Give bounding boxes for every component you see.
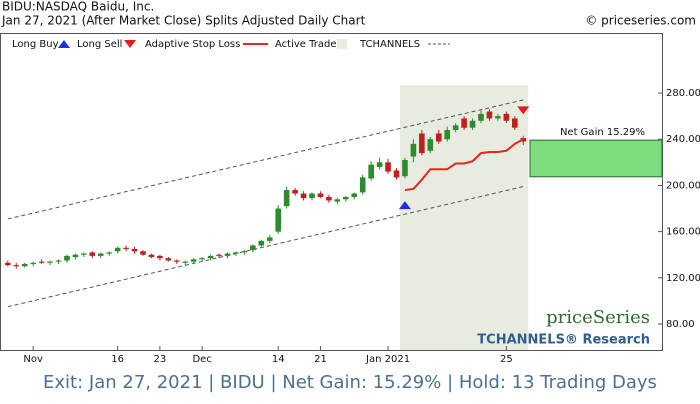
candle-body	[359, 177, 366, 193]
x-tick-label: 14	[272, 354, 285, 365]
candle-body	[21, 263, 28, 267]
chart-title: BIDU:NASDAQ Baidu, Inc.	[2, 0, 154, 14]
candle-body	[402, 160, 408, 177]
long-sell-marker	[517, 106, 530, 115]
candle-body	[300, 193, 307, 199]
candle-body	[207, 255, 214, 259]
x-tick-label: 21	[314, 354, 327, 365]
candle-body	[309, 193, 315, 199]
candle-body	[5, 262, 11, 266]
candle-body	[258, 240, 265, 246]
candle-body	[106, 252, 112, 254]
x-tick-label: 16	[111, 354, 124, 365]
candle-body	[385, 162, 391, 172]
candle-body	[495, 116, 501, 119]
candle-body	[30, 262, 36, 264]
net-gain-box	[529, 139, 663, 178]
candle-body	[140, 251, 146, 255]
candle-body	[216, 254, 222, 256]
y-tick-label: 80.00	[666, 319, 695, 330]
x-tick-label: 23	[154, 354, 167, 365]
candle-body	[157, 255, 163, 259]
x-tick-label: Jan 2021	[365, 354, 410, 365]
candle-body	[64, 255, 70, 261]
legend-swatch	[58, 40, 70, 48]
candle-body	[478, 113, 484, 121]
watermark: priceSeries	[546, 307, 650, 328]
candle-body	[503, 113, 510, 121]
candle-body	[334, 199, 341, 202]
x-tick-label: 25	[500, 354, 513, 365]
legend-label: Long Sell	[77, 39, 122, 50]
x-tick-label: Dec	[192, 354, 211, 365]
chart-subtitle: Jan 27, 2021 (After Market Close) Splits…	[1, 14, 366, 28]
legend-label: Adaptive Stop Loss	[145, 39, 240, 50]
candle-body	[72, 254, 79, 258]
brand: TCHANNELS® Research	[477, 333, 650, 348]
net-gain-label: Net Gain 15.29%	[560, 127, 645, 138]
candle-body	[55, 260, 62, 262]
candle-body	[343, 196, 349, 200]
legend-label: Active Trade	[275, 39, 337, 50]
candle-body	[410, 143, 417, 157]
candle-body	[419, 133, 425, 154]
candle-body	[241, 251, 248, 253]
candle-body	[486, 111, 493, 119]
candle-body	[427, 139, 434, 151]
candle-body	[275, 208, 281, 232]
candle-body	[165, 258, 172, 261]
candle-body	[174, 260, 180, 262]
candle-body	[190, 259, 197, 262]
stop-loss-line	[404, 138, 524, 192]
candle-body	[148, 254, 155, 258]
candle-body	[38, 261, 45, 263]
candle-body	[351, 193, 358, 197]
legend-swatch	[337, 39, 347, 49]
y-tick-label: 160.00	[666, 227, 700, 238]
channel-line	[7, 186, 524, 308]
candle-body	[444, 130, 450, 140]
candle-body	[266, 237, 273, 241]
candle-body	[283, 190, 290, 207]
candle-body	[97, 253, 104, 256]
candle-body	[224, 253, 231, 256]
candle-body	[452, 125, 459, 131]
candle-body	[469, 120, 476, 128]
candle-body	[368, 164, 374, 179]
candle-body	[326, 196, 332, 201]
candle-body	[182, 261, 189, 263]
y-tick-label: 120.00	[666, 273, 700, 284]
candle-body	[47, 261, 53, 263]
candle-body	[131, 248, 138, 252]
x-tick-label: Nov	[23, 354, 43, 365]
y-tick-label: 200.00	[666, 180, 700, 191]
candle-body	[317, 193, 324, 197]
candle-body	[114, 247, 121, 252]
plot-frame	[0, 33, 663, 351]
candle-body	[199, 258, 205, 260]
y-tick-label: 240.00	[666, 134, 700, 145]
copyright: © priceseries.com	[585, 14, 696, 28]
candle-body	[435, 133, 442, 142]
long-buy-marker	[398, 201, 411, 210]
candle-body	[393, 170, 400, 178]
candle-body	[512, 118, 518, 128]
candle-body	[123, 247, 129, 249]
candle-body	[376, 162, 383, 167]
candle-body	[81, 253, 87, 255]
legend-label: TCHANNELS	[359, 39, 420, 50]
candle-body	[13, 265, 20, 267]
y-tick-label: 280.00	[666, 88, 700, 99]
candle-body	[461, 118, 467, 128]
candle-body	[250, 245, 256, 251]
candle-body	[233, 252, 239, 254]
legend-swatch	[124, 40, 136, 48]
candle-body	[292, 190, 298, 194]
footer: Exit: Jan 27, 2021 | BIDU | Net Gain: 15…	[43, 372, 657, 393]
candle-body	[89, 252, 96, 256]
legend-label: Long Buy	[12, 39, 59, 50]
